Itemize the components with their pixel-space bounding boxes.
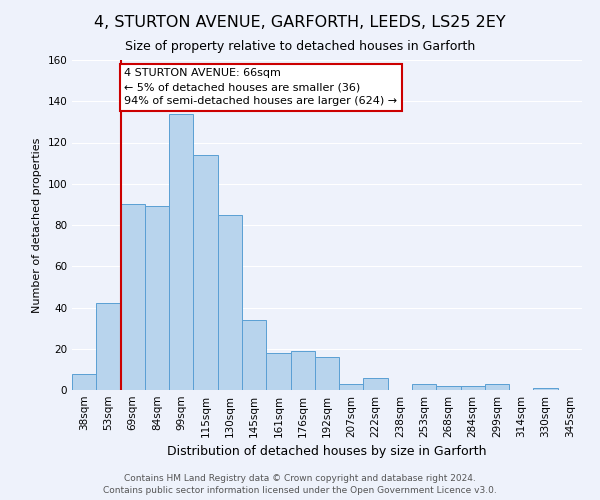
Bar <box>364 378 388 390</box>
Bar <box>315 357 339 390</box>
Bar <box>339 384 364 390</box>
Bar <box>485 384 509 390</box>
Bar <box>290 351 315 390</box>
Bar <box>218 214 242 390</box>
Bar <box>461 386 485 390</box>
Bar <box>72 374 96 390</box>
Bar <box>145 206 169 390</box>
Text: 4 STURTON AVENUE: 66sqm
← 5% of detached houses are smaller (36)
94% of semi-det: 4 STURTON AVENUE: 66sqm ← 5% of detached… <box>124 68 397 106</box>
Bar <box>169 114 193 390</box>
Bar <box>121 204 145 390</box>
X-axis label: Distribution of detached houses by size in Garforth: Distribution of detached houses by size … <box>167 446 487 458</box>
Text: Size of property relative to detached houses in Garforth: Size of property relative to detached ho… <box>125 40 475 53</box>
Text: 4, STURTON AVENUE, GARFORTH, LEEDS, LS25 2EY: 4, STURTON AVENUE, GARFORTH, LEEDS, LS25… <box>94 15 506 30</box>
Bar <box>242 320 266 390</box>
Bar <box>436 386 461 390</box>
Bar <box>533 388 558 390</box>
Y-axis label: Number of detached properties: Number of detached properties <box>32 138 42 312</box>
Bar <box>266 353 290 390</box>
Bar <box>96 304 121 390</box>
Bar <box>193 155 218 390</box>
Text: Contains HM Land Registry data © Crown copyright and database right 2024.
Contai: Contains HM Land Registry data © Crown c… <box>103 474 497 495</box>
Bar <box>412 384 436 390</box>
